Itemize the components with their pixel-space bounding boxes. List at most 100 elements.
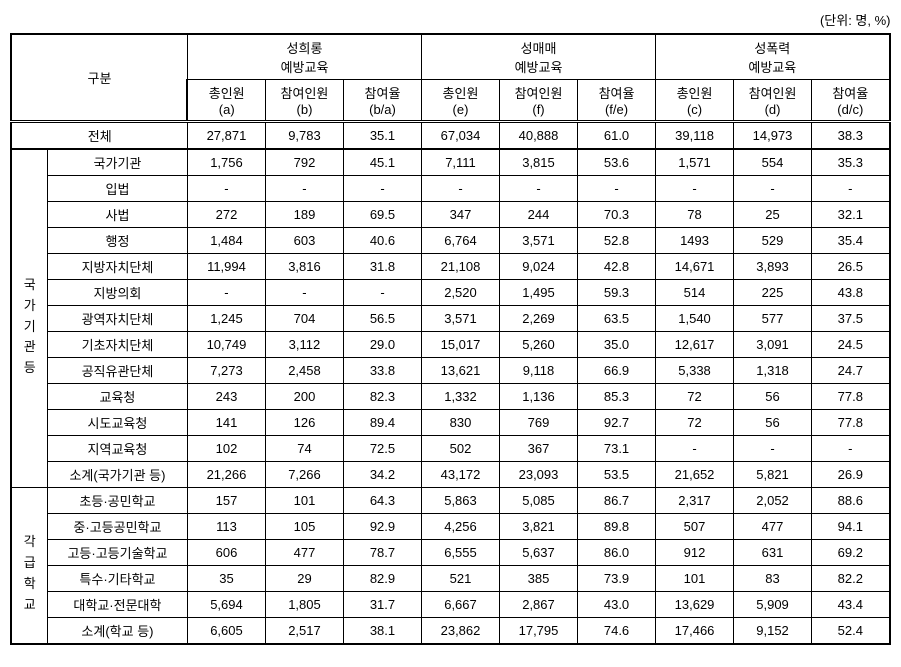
cell: 23,093	[500, 462, 578, 488]
cell: 477	[265, 540, 343, 566]
cell: 1,540	[656, 306, 734, 332]
row-label: 대학교·전문대학	[47, 592, 187, 618]
cell: 35	[187, 566, 265, 592]
cell: 5,821	[734, 462, 812, 488]
table-row: 고등·고등기술학교60647778.76,5555,63786.09126316…	[11, 540, 889, 566]
cell: 5,085	[500, 488, 578, 514]
cell: 66.9	[578, 358, 656, 384]
cell: -	[500, 176, 578, 202]
cell: 72.5	[343, 436, 421, 462]
cell: 9,152	[734, 618, 812, 645]
row-label: 고등·고등기술학교	[47, 540, 187, 566]
cell: 86.0	[578, 540, 656, 566]
row-label: 특수·기타학교	[47, 566, 187, 592]
col-f: 참여인원(f)	[500, 80, 578, 122]
cell: 82.3	[343, 384, 421, 410]
table-row: 특수·기타학교352982.952138573.91018382.2	[11, 566, 889, 592]
table-row: 시도교육청14112689.483076992.7725677.8	[11, 410, 889, 436]
cell: 101	[265, 488, 343, 514]
cell: 603	[265, 228, 343, 254]
cell: 94.1	[812, 514, 890, 540]
cell: 43,172	[422, 462, 500, 488]
cell: 3,571	[422, 306, 500, 332]
cell: 52.8	[578, 228, 656, 254]
table-row: 중·고등공민학교11310592.94,2563,82189.850747794…	[11, 514, 889, 540]
table-row: 국가기관등국가기관1,75679245.17,1113,81553.61,571…	[11, 149, 889, 176]
header-group-1: 성매매예방교육	[422, 34, 656, 80]
cell: 43.4	[812, 592, 890, 618]
cell: 577	[734, 306, 812, 332]
cell: 3,112	[265, 332, 343, 358]
cell: 83	[734, 566, 812, 592]
cell: 69.2	[812, 540, 890, 566]
section-side-label: 각급학교	[11, 488, 47, 645]
cell: 53.6	[578, 149, 656, 176]
cell: 157	[187, 488, 265, 514]
cell: -	[734, 176, 812, 202]
cell: 35.4	[812, 228, 890, 254]
row-label: 광역자치단체	[47, 306, 187, 332]
cell: 35.3	[812, 149, 890, 176]
cell: 31.8	[343, 254, 421, 280]
cell: -	[265, 280, 343, 306]
cell: 29.0	[343, 332, 421, 358]
cell: 77.8	[812, 384, 890, 410]
cell: 37.5	[812, 306, 890, 332]
cell: 1,495	[500, 280, 578, 306]
cell: 7,266	[265, 462, 343, 488]
cell: 3,821	[500, 514, 578, 540]
cell: 507	[656, 514, 734, 540]
row-label: 지방의회	[47, 280, 187, 306]
cell: 82.2	[812, 566, 890, 592]
cell: 70.3	[578, 202, 656, 228]
cell: 74	[265, 436, 343, 462]
cell: 21,652	[656, 462, 734, 488]
cell: 14,671	[656, 254, 734, 280]
table-row: 사법27218969.534724470.3782532.1	[11, 202, 889, 228]
cell: 31.7	[343, 592, 421, 618]
cell: 704	[265, 306, 343, 332]
row-label: 사법	[47, 202, 187, 228]
row-label: 국가기관	[47, 149, 187, 176]
total-label: 전체	[11, 122, 187, 150]
cell: 4,256	[422, 514, 500, 540]
cell: 2,052	[734, 488, 812, 514]
cell: 792	[265, 149, 343, 176]
cell: 243	[187, 384, 265, 410]
table-row: 교육청24320082.31,3321,13685.3725677.8	[11, 384, 889, 410]
cell: -	[656, 176, 734, 202]
cell: 225	[734, 280, 812, 306]
cell: 1,332	[422, 384, 500, 410]
cell: -	[187, 280, 265, 306]
unit-label: (단위: 명, %)	[11, 10, 891, 29]
cell: 69.5	[343, 202, 421, 228]
cell: 2,867	[500, 592, 578, 618]
table-row: 행정1,48460340.66,7643,57152.8149352935.4	[11, 228, 889, 254]
table-row: 기초자치단체10,7493,11229.015,0175,26035.012,6…	[11, 332, 889, 358]
row-label: 소계(학교 등)	[47, 618, 187, 645]
cell: 39,118	[656, 122, 734, 150]
cell: 56	[734, 410, 812, 436]
cell: 24.5	[812, 332, 890, 358]
cell: 7,273	[187, 358, 265, 384]
row-label: 중·고등공민학교	[47, 514, 187, 540]
table-row: 입법---------	[11, 176, 889, 202]
cell: 56.5	[343, 306, 421, 332]
cell: 2,269	[500, 306, 578, 332]
cell: 1,318	[734, 358, 812, 384]
cell: 63.5	[578, 306, 656, 332]
cell: 5,637	[500, 540, 578, 566]
cell: 367	[500, 436, 578, 462]
row-label: 행정	[47, 228, 187, 254]
cell: 64.3	[343, 488, 421, 514]
header-group-2: 성폭력예방교육	[656, 34, 890, 80]
cell: 38.3	[812, 122, 890, 150]
cell: 126	[265, 410, 343, 436]
cell: 92.7	[578, 410, 656, 436]
cell: 1,571	[656, 149, 734, 176]
cell: 61.0	[578, 122, 656, 150]
col-d: 참여인원(d)	[734, 80, 812, 122]
cell: 9,024	[500, 254, 578, 280]
cell: 769	[500, 410, 578, 436]
cell: 9,118	[500, 358, 578, 384]
